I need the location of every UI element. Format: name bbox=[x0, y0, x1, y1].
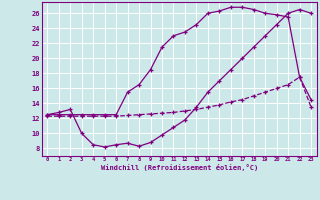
X-axis label: Windchill (Refroidissement éolien,°C): Windchill (Refroidissement éolien,°C) bbox=[100, 164, 258, 171]
